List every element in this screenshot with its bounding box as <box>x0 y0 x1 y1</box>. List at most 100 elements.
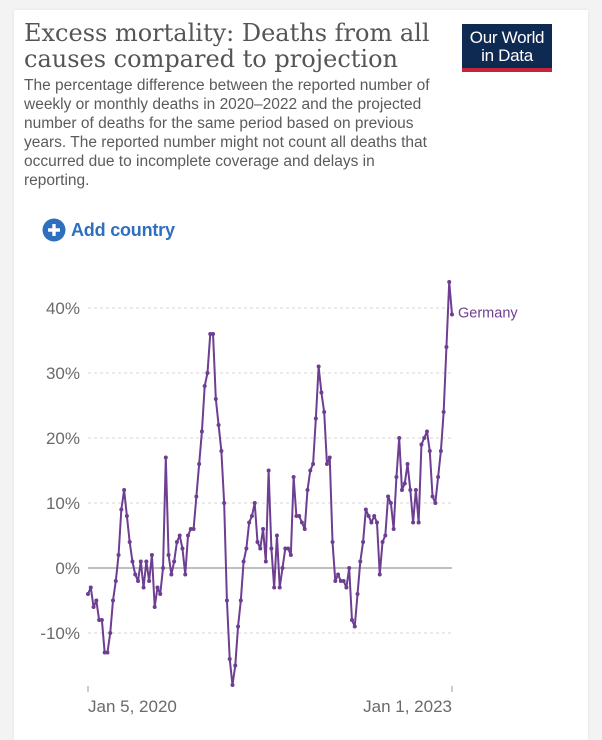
data-point[interactable] <box>299 520 304 525</box>
data-point[interactable] <box>255 540 260 544</box>
data-point[interactable] <box>136 579 141 583</box>
data-point[interactable] <box>161 566 166 570</box>
data-point[interactable] <box>163 455 168 460</box>
data-point[interactable] <box>91 605 96 609</box>
data-point[interactable] <box>372 514 377 518</box>
data-point[interactable] <box>399 488 404 492</box>
data-point[interactable] <box>380 540 385 544</box>
data-point[interactable] <box>352 624 357 629</box>
data-point[interactable] <box>172 559 177 564</box>
data-point[interactable] <box>230 683 235 687</box>
data-point[interactable] <box>199 429 204 434</box>
data-point[interactable] <box>141 585 146 590</box>
data-point[interactable] <box>249 514 254 518</box>
data-point[interactable] <box>111 598 116 603</box>
data-point[interactable] <box>174 540 179 544</box>
owid-logo[interactable]: Our World in Data <box>462 24 552 72</box>
data-point[interactable] <box>105 650 110 655</box>
data-point[interactable] <box>444 345 449 349</box>
data-point[interactable] <box>194 494 199 499</box>
data-point[interactable] <box>86 592 90 596</box>
data-point[interactable] <box>211 332 216 336</box>
data-point[interactable] <box>311 462 316 466</box>
data-point[interactable] <box>122 488 127 492</box>
data-point[interactable] <box>124 514 129 518</box>
series-label-germany[interactable]: Germany <box>458 306 518 322</box>
data-point[interactable] <box>394 475 399 479</box>
data-point[interactable] <box>336 572 341 577</box>
data-point[interactable] <box>294 514 299 518</box>
series-line-germany[interactable] <box>87 281 453 686</box>
data-point[interactable] <box>127 540 132 544</box>
data-point[interactable] <box>313 416 318 421</box>
data-point[interactable] <box>274 533 279 538</box>
data-point[interactable] <box>358 559 363 564</box>
data-point[interactable] <box>333 579 338 583</box>
data-point[interactable] <box>197 462 202 466</box>
data-point[interactable] <box>241 559 246 564</box>
data-point[interactable] <box>316 364 321 369</box>
data-point[interactable] <box>94 598 99 603</box>
data-point[interactable] <box>411 520 416 525</box>
data-point[interactable] <box>408 488 413 492</box>
data-point[interactable] <box>433 501 438 505</box>
data-point[interactable] <box>438 449 443 453</box>
data-point[interactable] <box>222 501 227 505</box>
data-point[interactable] <box>244 546 249 551</box>
data-point[interactable] <box>447 280 452 284</box>
data-point[interactable] <box>113 579 118 583</box>
data-point[interactable] <box>272 585 277 590</box>
data-point[interactable] <box>119 507 124 512</box>
data-point[interactable] <box>208 332 213 336</box>
data-point[interactable] <box>263 559 268 564</box>
data-point[interactable] <box>413 488 418 492</box>
data-point[interactable] <box>430 494 435 499</box>
data-point[interactable] <box>116 553 121 557</box>
data-point[interactable] <box>216 423 221 427</box>
data-point[interactable] <box>283 546 288 551</box>
data-point[interactable] <box>88 585 93 590</box>
data-point[interactable] <box>363 507 368 512</box>
data-point[interactable] <box>258 546 263 551</box>
data-point[interactable] <box>224 598 229 603</box>
data-point[interactable] <box>202 384 207 388</box>
data-point[interactable] <box>149 553 154 557</box>
data-point[interactable] <box>238 598 243 603</box>
data-point[interactable] <box>416 520 421 525</box>
data-point[interactable] <box>252 501 257 505</box>
data-point[interactable] <box>349 618 354 622</box>
data-point[interactable] <box>324 462 329 466</box>
data-point[interactable] <box>319 390 324 395</box>
data-point[interactable] <box>341 579 346 583</box>
data-point[interactable] <box>391 527 396 531</box>
data-point[interactable] <box>180 546 185 551</box>
add-country-button[interactable]: Add country <box>42 218 175 242</box>
data-point[interactable] <box>227 657 232 661</box>
data-point[interactable] <box>269 546 274 551</box>
data-point[interactable] <box>338 579 343 583</box>
data-point[interactable] <box>191 527 196 531</box>
data-point[interactable] <box>130 559 135 564</box>
data-point[interactable] <box>286 546 291 551</box>
data-point[interactable] <box>388 501 393 505</box>
data-point[interactable] <box>450 312 454 317</box>
data-point[interactable] <box>133 572 138 577</box>
data-point[interactable] <box>247 520 252 525</box>
data-point[interactable] <box>377 572 382 577</box>
data-point[interactable] <box>102 650 107 655</box>
data-point[interactable] <box>277 585 282 590</box>
data-point[interactable] <box>397 436 402 440</box>
data-point[interactable] <box>344 585 349 590</box>
data-point[interactable] <box>347 566 352 570</box>
data-point[interactable] <box>424 429 429 434</box>
data-point[interactable] <box>355 592 360 596</box>
data-point[interactable] <box>327 455 332 460</box>
data-point[interactable] <box>138 559 143 564</box>
data-point[interactable] <box>108 631 113 635</box>
data-point[interactable] <box>97 618 102 622</box>
data-point[interactable] <box>374 520 379 525</box>
data-point[interactable] <box>205 371 210 375</box>
data-point[interactable] <box>405 462 410 466</box>
data-point[interactable] <box>361 540 366 544</box>
data-point[interactable] <box>147 579 152 583</box>
